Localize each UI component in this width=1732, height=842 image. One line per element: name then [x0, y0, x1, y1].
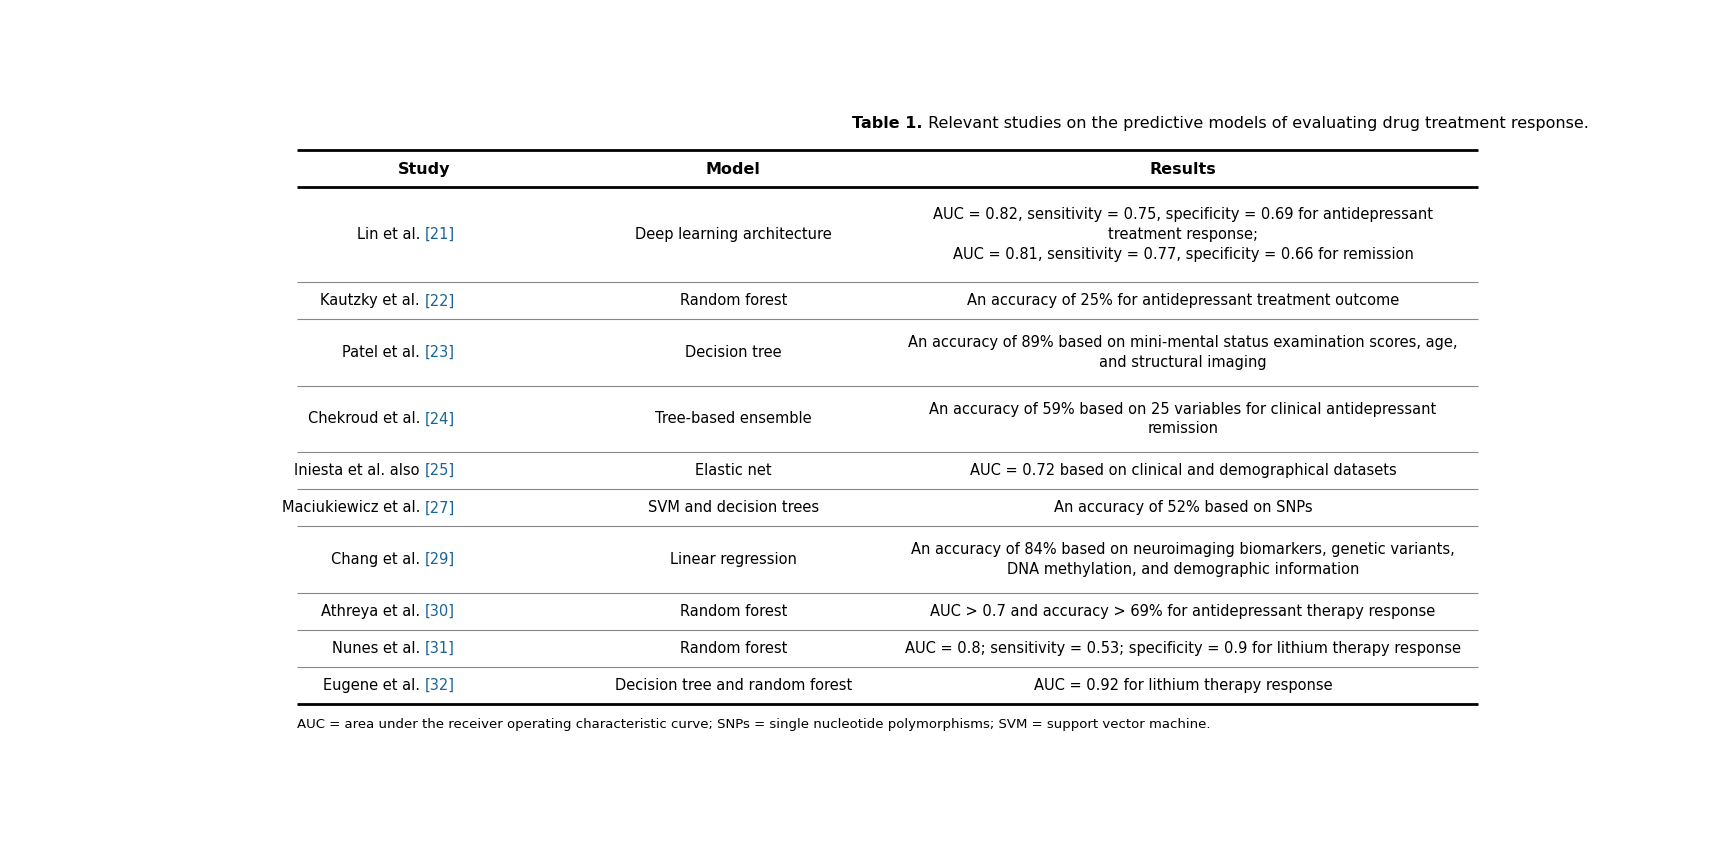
Text: AUC = 0.72 based on clinical and demographical datasets: AUC = 0.72 based on clinical and demogra… — [970, 463, 1396, 478]
Text: Random forest: Random forest — [679, 604, 786, 619]
Text: Results: Results — [1150, 162, 1216, 177]
Text: [24]: [24] — [424, 412, 456, 427]
Text: Relevant studies on the predictive models of evaluating drug treatment response.: Relevant studies on the predictive model… — [923, 116, 1588, 131]
Text: Model: Model — [707, 162, 760, 177]
Text: [32]: [32] — [424, 678, 454, 693]
Text: [29]: [29] — [424, 552, 456, 567]
Text: [30]: [30] — [424, 604, 454, 619]
Text: An accuracy of 59% based on 25 variables for clinical antidepressant
remission: An accuracy of 59% based on 25 variables… — [930, 402, 1436, 436]
Text: AUC = 0.92 for lithium therapy response: AUC = 0.92 for lithium therapy response — [1034, 678, 1332, 693]
Text: An accuracy of 84% based on neuroimaging biomarkers, genetic variants,
DNA methy: An accuracy of 84% based on neuroimaging… — [911, 542, 1455, 577]
Text: An accuracy of 25% for antidepressant treatment outcome: An accuracy of 25% for antidepressant tr… — [966, 293, 1399, 308]
Text: Patel et al.: Patel et al. — [341, 345, 424, 360]
Text: Decision tree and random forest: Decision tree and random forest — [615, 678, 852, 693]
Text: [23]: [23] — [424, 345, 454, 360]
Text: Random forest: Random forest — [679, 641, 786, 656]
Text: Table 1.: Table 1. — [852, 116, 923, 131]
Text: AUC = 0.8; sensitivity = 0.53; specificity = 0.9 for lithium therapy response: AUC = 0.8; sensitivity = 0.53; specifici… — [904, 641, 1462, 656]
Text: Decision tree: Decision tree — [684, 345, 781, 360]
Text: Deep learning architecture: Deep learning architecture — [636, 227, 831, 242]
Text: Elastic net: Elastic net — [695, 463, 771, 478]
Text: AUC = 0.82, sensitivity = 0.75, specificity = 0.69 for antidepressant
treatment : AUC = 0.82, sensitivity = 0.75, specific… — [934, 207, 1432, 262]
Text: Athreya et al.: Athreya et al. — [320, 604, 424, 619]
Text: [22]: [22] — [424, 293, 456, 308]
Text: Chang et al.: Chang et al. — [331, 552, 424, 567]
Text: [27]: [27] — [424, 500, 456, 515]
Text: Nunes et al.: Nunes et al. — [333, 641, 424, 656]
Text: An accuracy of 52% based on SNPs: An accuracy of 52% based on SNPs — [1053, 500, 1313, 515]
Text: AUC = area under the receiver operating characteristic curve; SNPs = single nucl: AUC = area under the receiver operating … — [298, 718, 1211, 731]
Text: Study: Study — [398, 162, 450, 177]
Text: [25]: [25] — [424, 463, 456, 478]
Text: [21]: [21] — [424, 227, 456, 242]
Text: Maciukiewicz et al.: Maciukiewicz et al. — [282, 500, 424, 515]
Text: An accuracy of 89% based on mini-mental status examination scores, age,
and stru: An accuracy of 89% based on mini-mental … — [908, 335, 1458, 370]
Text: Random forest: Random forest — [679, 293, 786, 308]
Text: Chekroud et al.: Chekroud et al. — [308, 412, 424, 427]
Text: [31]: [31] — [424, 641, 454, 656]
Text: SVM and decision trees: SVM and decision trees — [648, 500, 819, 515]
Text: Iniesta et al. also: Iniesta et al. also — [294, 463, 424, 478]
Text: Tree-based ensemble: Tree-based ensemble — [655, 412, 812, 427]
Text: Eugene et al.: Eugene et al. — [322, 678, 424, 693]
Text: AUC > 0.7 and accuracy > 69% for antidepressant therapy response: AUC > 0.7 and accuracy > 69% for antidep… — [930, 604, 1436, 619]
Text: Kautzky et al.: Kautzky et al. — [320, 293, 424, 308]
Text: Linear regression: Linear regression — [670, 552, 797, 567]
Text: Lin et al.: Lin et al. — [357, 227, 424, 242]
